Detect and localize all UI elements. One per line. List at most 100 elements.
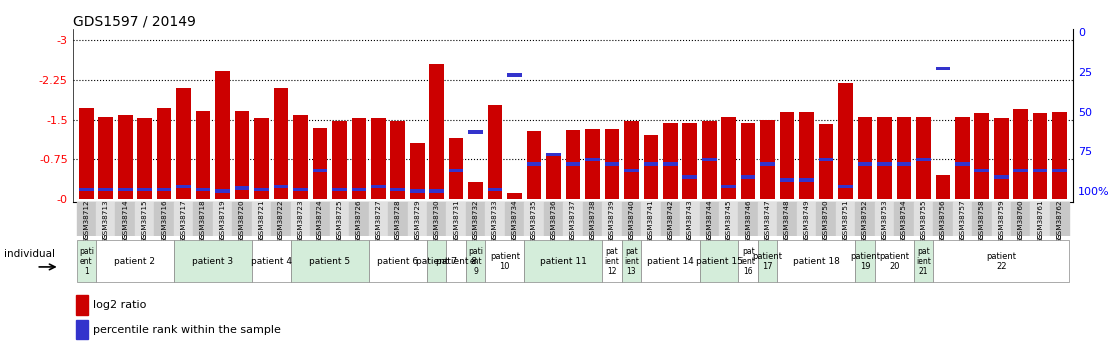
Bar: [934, 202, 953, 236]
Text: GSM38741: GSM38741: [647, 199, 654, 239]
Text: GDS1597 / 20149: GDS1597 / 20149: [73, 14, 196, 28]
Bar: [858, 162, 872, 166]
Bar: [719, 202, 739, 236]
Bar: [310, 202, 330, 236]
Bar: [505, 202, 524, 236]
Text: patient 15: patient 15: [695, 257, 742, 266]
Text: GSM38730: GSM38730: [434, 199, 439, 239]
Bar: [351, 118, 366, 199]
Text: GSM38714: GSM38714: [122, 199, 129, 239]
Bar: [1052, 169, 1067, 172]
Text: GSM38740: GSM38740: [628, 199, 634, 239]
Bar: [874, 202, 894, 236]
Bar: [585, 158, 599, 161]
Bar: [874, 240, 913, 282]
Bar: [741, 123, 756, 199]
Text: GSM38736: GSM38736: [550, 199, 557, 239]
Bar: [429, 64, 444, 199]
Text: GSM38762: GSM38762: [1057, 199, 1062, 239]
Text: GSM38743: GSM38743: [686, 199, 693, 239]
Text: GSM38747: GSM38747: [765, 199, 770, 239]
Bar: [682, 175, 698, 179]
Bar: [448, 169, 464, 172]
Text: patient 11: patient 11: [540, 257, 587, 266]
Bar: [138, 188, 152, 191]
Text: GSM38735: GSM38735: [531, 199, 537, 239]
Bar: [661, 202, 680, 236]
Bar: [721, 185, 736, 188]
Bar: [605, 162, 619, 166]
Bar: [897, 162, 911, 166]
Bar: [446, 202, 466, 236]
Bar: [605, 129, 619, 199]
Text: GSM38754: GSM38754: [901, 199, 907, 239]
Text: GSM38759: GSM38759: [998, 199, 1004, 239]
Bar: [777, 202, 797, 236]
Bar: [644, 162, 659, 166]
Bar: [216, 71, 230, 199]
Bar: [818, 158, 833, 161]
Bar: [177, 185, 191, 188]
Text: GSM38755: GSM38755: [920, 199, 927, 239]
Bar: [468, 182, 483, 199]
Bar: [603, 202, 622, 236]
Text: GSM38732: GSM38732: [473, 199, 479, 239]
Bar: [936, 175, 950, 199]
Text: pat
ient
13: pat ient 13: [624, 247, 638, 276]
Bar: [975, 169, 989, 172]
Text: GSM38742: GSM38742: [667, 199, 673, 239]
Bar: [427, 202, 446, 236]
Text: percentile rank within the sample: percentile rank within the sample: [93, 325, 281, 335]
Text: patient 3: patient 3: [192, 257, 234, 266]
Text: GSM38713: GSM38713: [103, 199, 108, 239]
Bar: [485, 240, 524, 282]
Text: GSM38729: GSM38729: [415, 199, 420, 239]
Bar: [994, 118, 1008, 199]
Bar: [371, 118, 386, 199]
Bar: [838, 83, 853, 199]
Bar: [816, 202, 836, 236]
Bar: [157, 188, 171, 191]
Bar: [622, 202, 641, 236]
Bar: [566, 162, 580, 166]
Bar: [76, 240, 96, 282]
Bar: [196, 110, 210, 199]
Bar: [760, 162, 775, 166]
Text: GSM38725: GSM38725: [337, 199, 342, 239]
Bar: [332, 121, 347, 199]
Text: GSM38748: GSM38748: [784, 199, 790, 239]
Bar: [233, 202, 252, 236]
Text: patient
19: patient 19: [850, 252, 880, 271]
Bar: [739, 240, 758, 282]
Bar: [76, 202, 96, 236]
Text: GSM38750: GSM38750: [823, 199, 830, 239]
Bar: [1052, 111, 1067, 199]
Bar: [98, 188, 113, 191]
Text: GSM38738: GSM38738: [589, 199, 596, 239]
Bar: [466, 240, 485, 282]
Bar: [212, 202, 233, 236]
Bar: [739, 202, 758, 236]
Bar: [274, 185, 288, 188]
Bar: [76, 295, 88, 315]
Bar: [758, 202, 777, 236]
Text: patient 5: patient 5: [309, 257, 350, 266]
Bar: [272, 202, 291, 236]
Bar: [585, 129, 599, 199]
Bar: [446, 240, 466, 282]
Bar: [547, 153, 561, 156]
Text: log2 ratio: log2 ratio: [93, 300, 146, 310]
Bar: [527, 162, 541, 166]
Bar: [777, 240, 855, 282]
Bar: [76, 320, 88, 339]
Bar: [624, 169, 638, 172]
Bar: [700, 240, 739, 282]
Text: patient
22: patient 22: [986, 252, 1016, 271]
Text: pati
ent
9: pati ent 9: [468, 247, 483, 276]
Bar: [975, 113, 989, 199]
Text: GSM38727: GSM38727: [376, 199, 381, 239]
Bar: [563, 202, 582, 236]
Bar: [429, 189, 444, 193]
Text: patient 6: patient 6: [377, 257, 418, 266]
Text: patient 7: patient 7: [416, 257, 457, 266]
